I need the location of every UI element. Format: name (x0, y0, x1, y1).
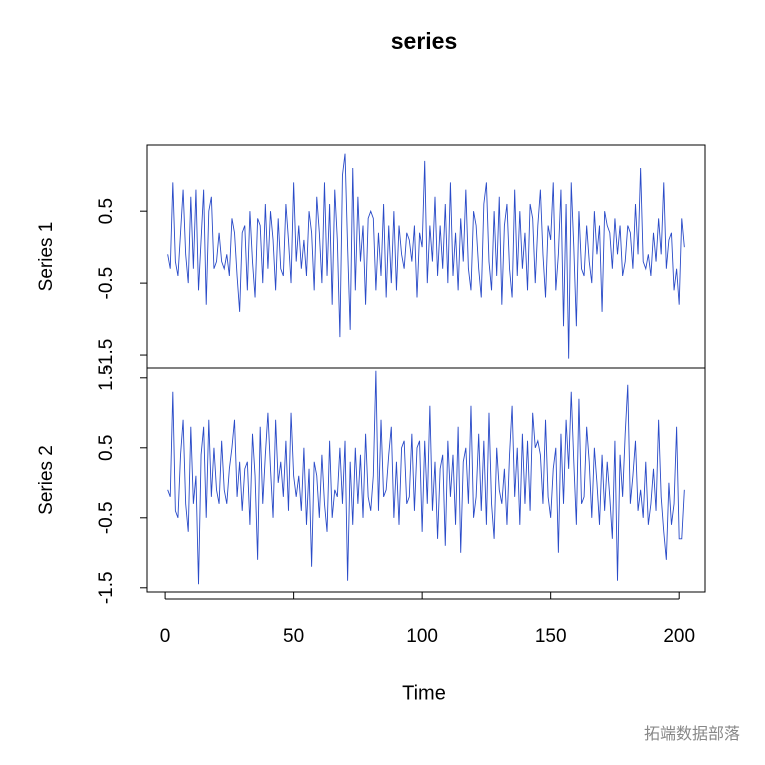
y-tick-label: -0.5 (96, 267, 117, 300)
x-tick-label: 100 (406, 626, 438, 647)
x-tick-label: 0 (160, 626, 171, 647)
y-axis-label: Series 2 (36, 445, 57, 515)
series-line (167, 153, 685, 359)
series-line (167, 370, 685, 585)
y-tick-label: 1.5 (96, 365, 117, 391)
watermark: 拓端数据部落 (644, 725, 740, 743)
x-axis-label: Time (402, 682, 446, 704)
y-tick-label: -1.5 (96, 339, 117, 372)
y-tick-label: -1.5 (96, 571, 117, 604)
y-axis-label: Series 1 (36, 222, 57, 292)
y-tick-label: 0.5 (96, 435, 117, 461)
panel-frame (146, 367, 706, 593)
y-tick-label: -0.5 (96, 501, 117, 534)
x-tick-label: 50 (283, 626, 304, 647)
x-tick-label: 200 (663, 626, 695, 647)
chart-title: series (391, 28, 458, 54)
x-tick-label: 150 (535, 626, 567, 647)
y-tick-label: 0.5 (96, 198, 117, 224)
